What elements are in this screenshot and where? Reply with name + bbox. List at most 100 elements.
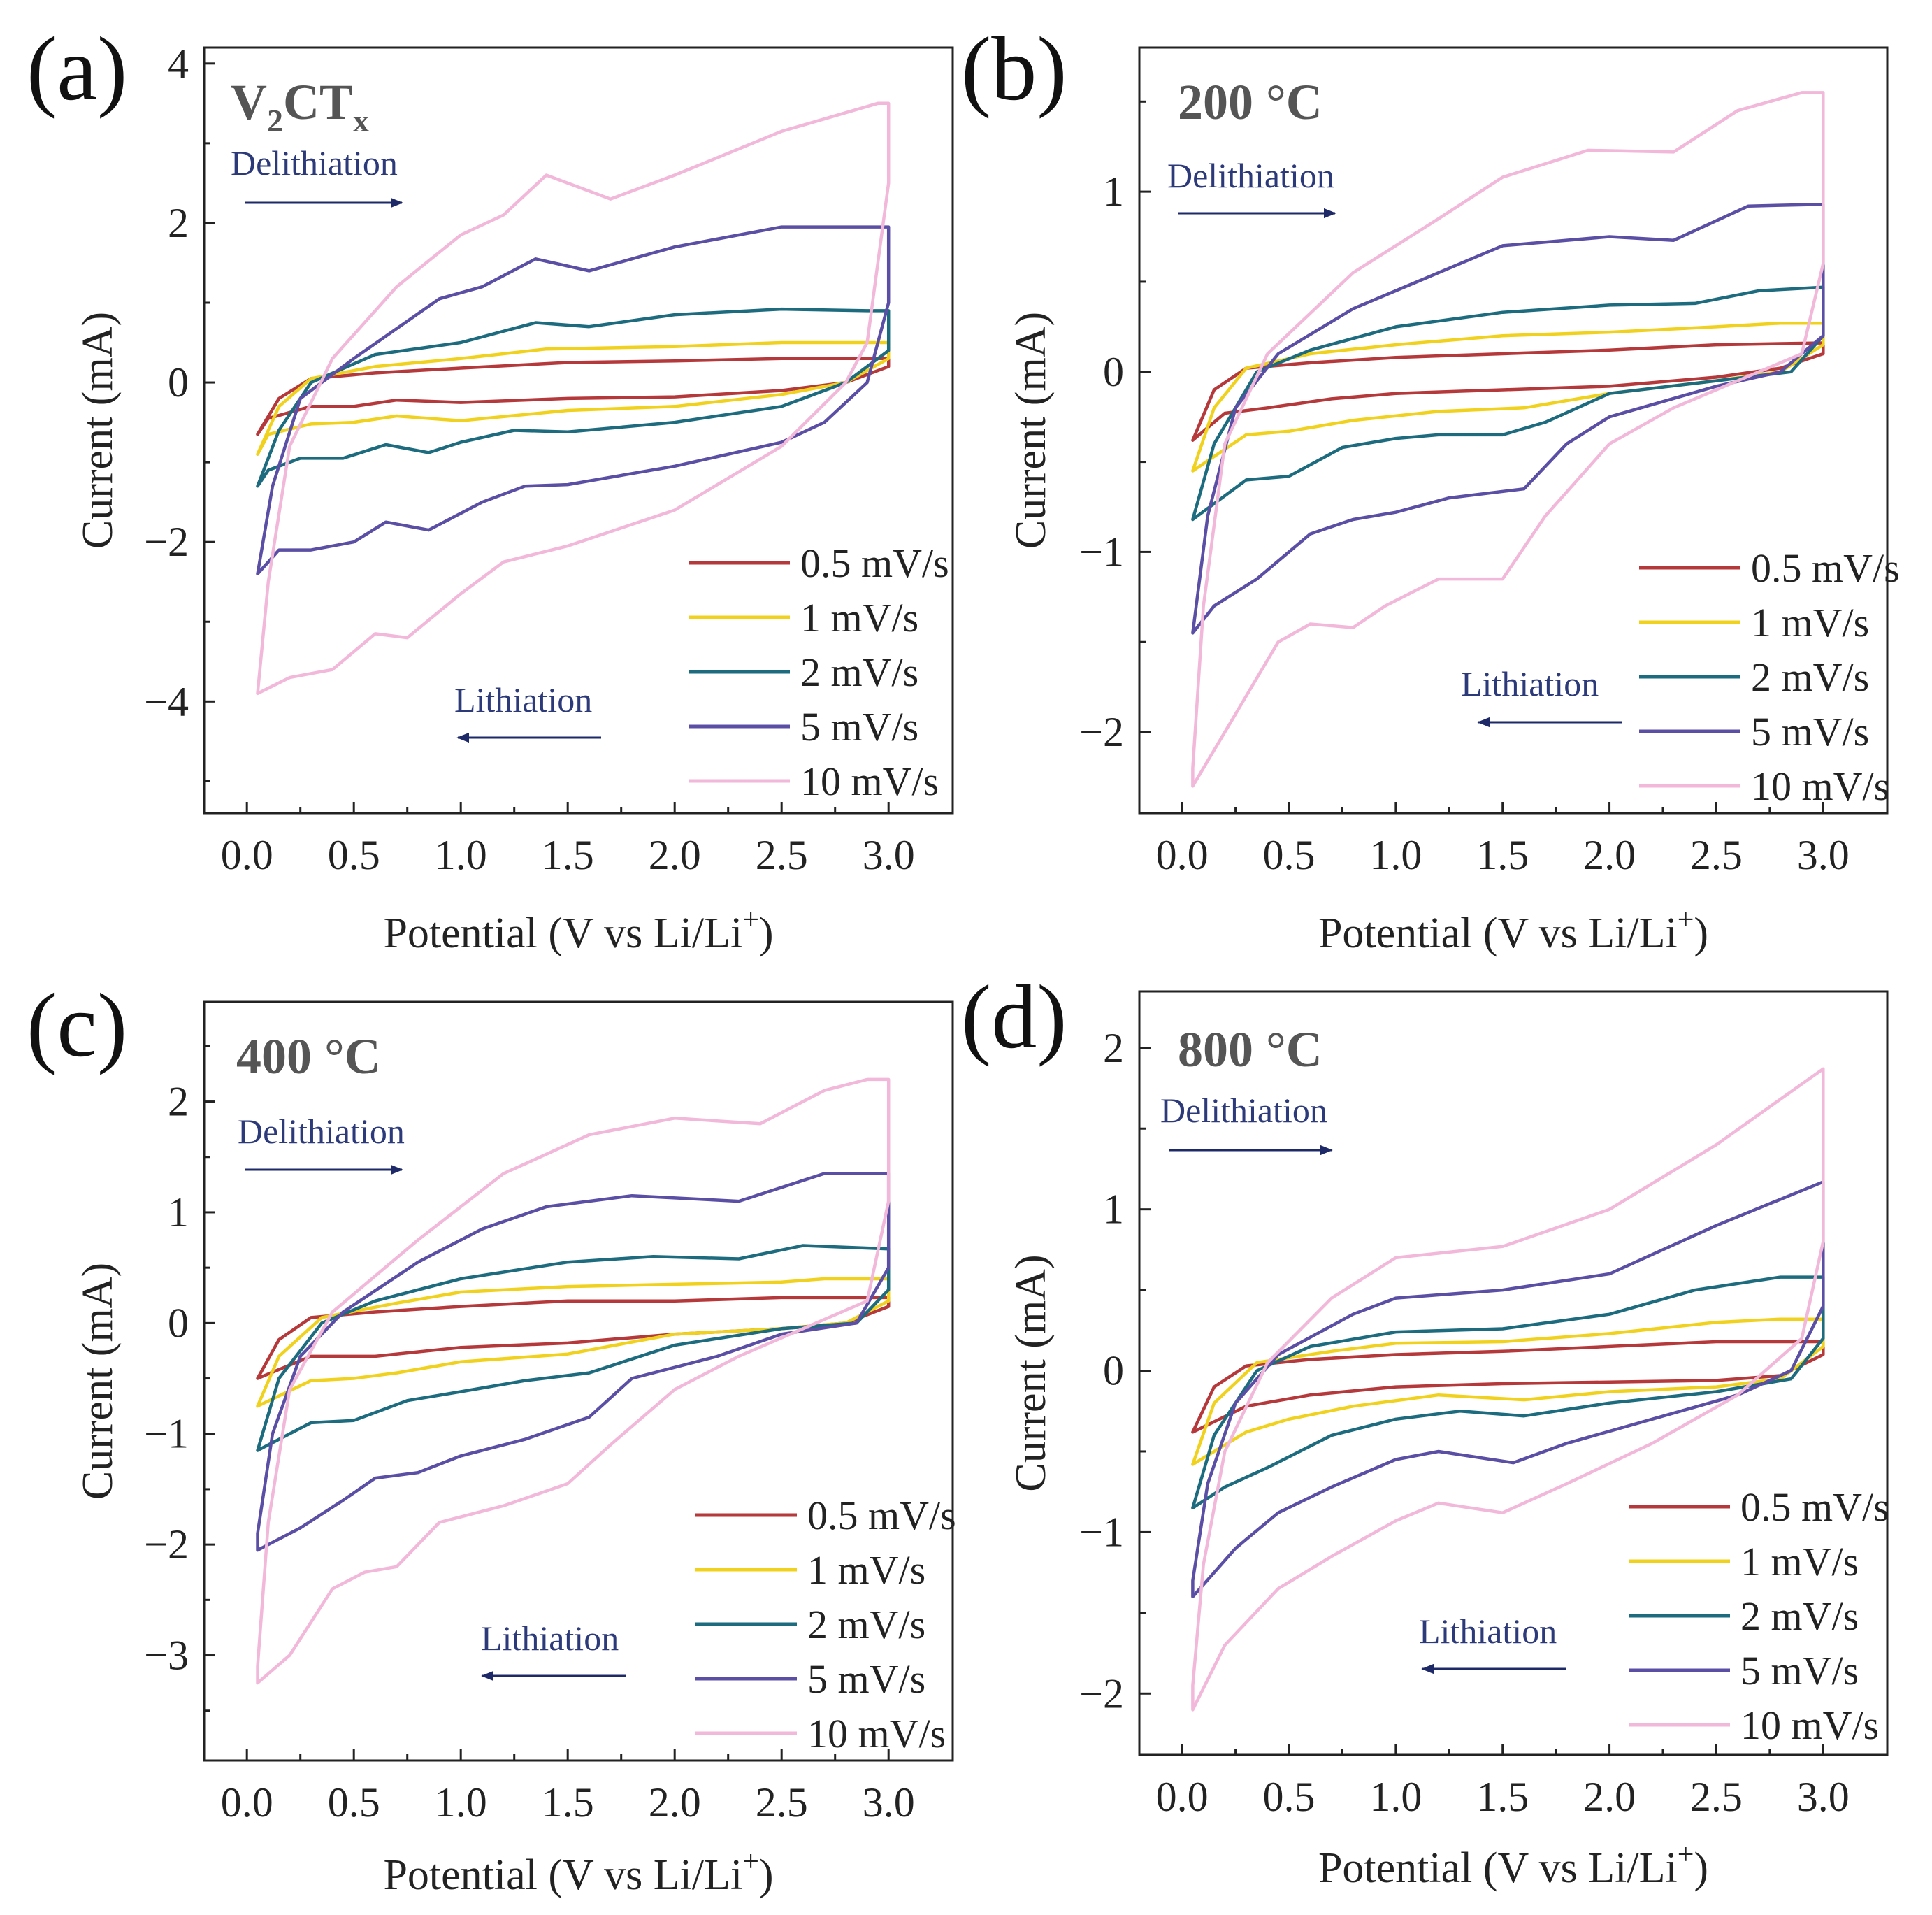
x-tick-label: 1.5: [1476, 1774, 1529, 1820]
cv-curve-5-mV-s: [256, 1172, 891, 1552]
cv-curve-10-mV-s: [256, 1077, 891, 1685]
y-tick-label: −3: [144, 1633, 189, 1679]
y-tick-label: 1: [1103, 1186, 1124, 1233]
cv-curve-5-mV-s: [1191, 1180, 1825, 1599]
x-tick-label: 1.5: [1476, 832, 1529, 878]
cv-curve-10-mV-s: [1191, 91, 1825, 788]
x-tick-label: 0.0: [221, 1779, 273, 1826]
y-tick-label: −1: [144, 1411, 189, 1457]
y-tick-label: 0: [1103, 1348, 1124, 1394]
plot-frame: [1138, 46, 1889, 815]
legend-label: 10 mV/s: [800, 759, 939, 804]
legend-label: 1 mV/s: [800, 595, 918, 640]
y-tick-label: −2: [1079, 1670, 1124, 1716]
y-tick-label: −1: [1079, 529, 1124, 575]
y-tick-label: 2: [1103, 1025, 1124, 1071]
y-axis-label: Current (mA): [1007, 1254, 1055, 1491]
lithiation-label: Lithiation: [454, 680, 592, 719]
panel-title: 800 °C: [1178, 1021, 1322, 1077]
legend-label: 2 mV/s: [800, 650, 918, 695]
y-tick-label: 0: [168, 1300, 189, 1346]
x-tick-label: 2.0: [1583, 832, 1636, 878]
cv-curve-2-mV-s: [256, 307, 891, 488]
legend-label: 5 mV/s: [800, 704, 918, 749]
x-tick-label: 1.0: [435, 1779, 487, 1826]
legend: 0.5 mV/s 1 mV/s 2 mV/s 5 mV/s 10 mV/s: [1639, 545, 1900, 809]
y-tick-label: −2: [1079, 709, 1124, 755]
legend-label: 0.5 mV/s: [807, 1493, 956, 1538]
panel-a: 0.0 0.5 1.0 1.5 2.0 2.5 3.0 −4 −2 0 2 4 (a) V2CTx Deli…: [27, 19, 954, 957]
legend-label: 5 mV/s: [807, 1656, 925, 1702]
x-tick-label: 3.0: [863, 1779, 915, 1826]
x-tick-label: 1.0: [1369, 1774, 1422, 1820]
x-tick-label: 0.5: [1263, 1774, 1315, 1820]
legend: 0.5 mV/s 1 mV/s 2 mV/s 5 mV/s 10 mV/s: [1629, 1484, 1889, 1748]
panel-title: 400 °C: [236, 1028, 381, 1084]
cv-curve-0-5-mV-s: [1191, 341, 1825, 442]
lithiation-label: Lithiation: [1419, 1612, 1557, 1651]
y-tick-label: −2: [144, 1521, 189, 1568]
legend-label: 10 mV/s: [1740, 1702, 1879, 1748]
x-tick-label: 1.5: [542, 832, 594, 878]
panel-b: 0.0 0.5 1.0 1.5 2.0 2.5 3.0 −2 −1 0 1 (b) 200 °C Deli…: [961, 19, 1900, 957]
cv-curve-5-mV-s: [256, 225, 891, 576]
legend-label: 0.5 mV/s: [800, 540, 949, 586]
cv-curve-2-mV-s: [1191, 285, 1825, 522]
plot-frame: [203, 1000, 954, 1762]
plot-frame: [1138, 990, 1889, 1756]
y-tick-label: 2: [168, 200, 189, 246]
legend-label: 10 mV/s: [807, 1711, 946, 1756]
panel-label: (b): [961, 19, 1067, 120]
cv-curve-1-mV-s: [256, 340, 891, 456]
x-tick-label: 2.5: [756, 832, 808, 878]
legend-label: 2 mV/s: [1751, 654, 1869, 700]
cv-curve-2-mV-s: [1191, 1275, 1825, 1510]
cv-curve-10-mV-s: [256, 101, 891, 696]
legend-label: 1 mV/s: [807, 1547, 925, 1593]
x-tick-label: 0.5: [1263, 832, 1315, 878]
delithiation-label: Delithiation: [1160, 1091, 1327, 1130]
legend: 0.5 mV/s 1 mV/s 2 mV/s 5 mV/s 10 mV/s: [689, 540, 949, 804]
x-tick-label: 2.5: [756, 1779, 808, 1826]
x-tick-label: 2.5: [1690, 1774, 1743, 1820]
delithiation-label: Delithiation: [1167, 156, 1334, 195]
panel-label: (c): [27, 975, 127, 1076]
plot-frame: [203, 46, 954, 815]
legend-label: 0.5 mV/s: [1740, 1484, 1889, 1530]
x-tick-label: 3.0: [863, 832, 915, 878]
legend: 0.5 mV/s 1 mV/s 2 mV/s 5 mV/s 10 mV/s: [695, 1493, 956, 1756]
y-tick-label: 1: [168, 1189, 189, 1235]
cv-curve-10-mV-s: [1191, 1067, 1825, 1712]
y-tick-label: −1: [1079, 1509, 1124, 1555]
legend-label: 5 mV/s: [1751, 709, 1869, 754]
x-axis-label: Potential (V vs Li/Li+): [383, 904, 773, 957]
x-tick-label: 2.0: [1583, 1774, 1636, 1820]
panel-c: 0.0 0.5 1.0 1.5 2.0 2.5 3.0 −3 −2 −1 0 1 2 (c) 400 °C D…: [27, 975, 956, 1899]
y-axis-label: Current (mA): [1007, 312, 1055, 549]
x-axis-label: Potential (V vs Li/Li+): [1318, 1839, 1708, 1892]
x-tick-label: 2.0: [649, 1779, 701, 1826]
panel-label: (d): [961, 967, 1067, 1068]
x-tick-label: 2.0: [649, 832, 701, 878]
x-tick-label: 1.5: [542, 1779, 594, 1826]
lithiation-label: Lithiation: [1461, 664, 1599, 703]
legend-label: 10 mV/s: [1751, 763, 1889, 809]
cv-curve-0-5-mV-s: [256, 357, 891, 436]
x-axis-label: Potential (V vs Li/Li+): [1318, 904, 1708, 957]
delithiation-label: Delithiation: [231, 143, 398, 182]
legend-label: 5 mV/s: [1740, 1648, 1859, 1693]
panel-d: 0.0 0.5 1.0 1.5 2.0 2.5 3.0 −2 −1 0 1 2 (d) 800 °C Del…: [961, 967, 1889, 1892]
y-axis-label: Current (mA): [74, 1263, 122, 1500]
legend-label: 0.5 mV/s: [1751, 545, 1900, 591]
y-tick-label: 4: [168, 41, 189, 87]
x-tick-label: 1.0: [435, 832, 487, 878]
x-tick-label: 0.0: [1156, 832, 1209, 878]
panel-title: 200 °C: [1178, 74, 1322, 130]
y-tick-label: 0: [168, 359, 189, 406]
panel-title: V2CTx: [231, 74, 369, 138]
y-axis-label: Current (mA): [74, 312, 122, 549]
delithiation-label: Delithiation: [238, 1112, 405, 1151]
legend-label: 1 mV/s: [1751, 600, 1869, 645]
cv-curve-2-mV-s: [256, 1244, 891, 1452]
